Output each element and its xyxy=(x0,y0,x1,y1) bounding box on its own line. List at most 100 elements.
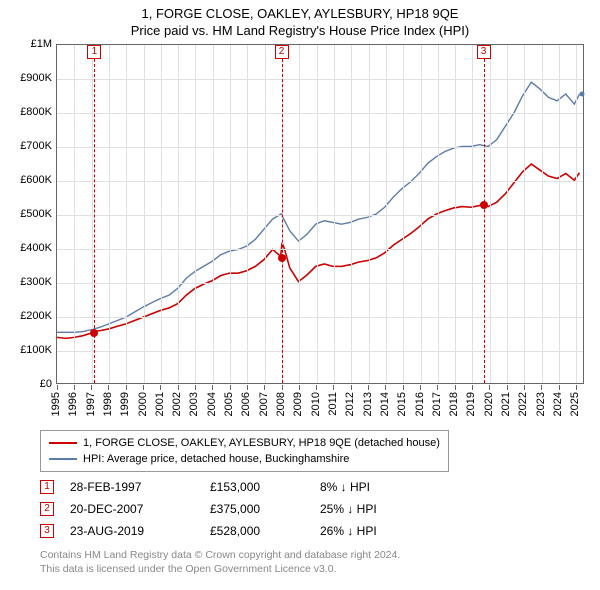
grid-v xyxy=(161,45,162,383)
grid-v xyxy=(351,45,352,383)
chart-area: 123 £0£100K£200K£300K£400K£500K£600K£700… xyxy=(8,44,592,420)
grid-v xyxy=(299,45,300,383)
x-tick xyxy=(126,385,127,390)
y-tick-label: £600K xyxy=(12,174,52,186)
x-tick xyxy=(230,385,231,390)
x-tick xyxy=(403,385,404,390)
x-tick-label: 2019 xyxy=(465,392,477,416)
x-tick-label: 2020 xyxy=(483,392,495,416)
grid-h xyxy=(57,147,583,148)
grid-v xyxy=(213,45,214,383)
x-tick xyxy=(91,385,92,390)
sale-diff: 25% ↓ HPI xyxy=(320,502,430,516)
sale-row: 128-FEB-1997£153,0008% ↓ HPI xyxy=(40,476,430,498)
grid-v xyxy=(144,45,145,383)
x-tick xyxy=(437,385,438,390)
footer: Contains HM Land Registry data © Crown c… xyxy=(40,548,590,576)
x-tick-label: 2004 xyxy=(206,392,218,416)
title-block: 1, FORGE CLOSE, OAKLEY, AYLESBURY, HP18 … xyxy=(0,0,600,38)
grid-v xyxy=(230,45,231,383)
sale-row: 220-DEC-2007£375,00025% ↓ HPI xyxy=(40,498,430,520)
grid-h xyxy=(57,249,583,250)
x-tick xyxy=(333,385,334,390)
x-tick xyxy=(524,385,525,390)
grid-h xyxy=(57,215,583,216)
x-tick-label: 2011 xyxy=(327,392,339,416)
grid-h xyxy=(57,317,583,318)
x-tick-label: 2010 xyxy=(310,392,322,416)
grid-v xyxy=(524,45,525,383)
x-tick xyxy=(576,385,577,390)
legend-label: HPI: Average price, detached house, Buck… xyxy=(83,453,349,465)
x-tick-label: 1997 xyxy=(85,392,97,416)
x-tick-label: 1996 xyxy=(67,392,79,416)
x-tick xyxy=(264,385,265,390)
x-tick-label: 2012 xyxy=(344,392,356,416)
y-tick-label: £400K xyxy=(12,242,52,254)
grid-v xyxy=(455,45,456,383)
x-tick xyxy=(559,385,560,390)
x-tick-label: 2009 xyxy=(292,392,304,416)
sale-marker-dot xyxy=(278,254,286,262)
x-tick-label: 2002 xyxy=(171,392,183,416)
sale-date: 23-AUG-2019 xyxy=(70,524,210,538)
grid-v xyxy=(507,45,508,383)
x-tick xyxy=(195,385,196,390)
x-tick-label: 2021 xyxy=(500,392,512,416)
y-tick-label: £100K xyxy=(12,344,52,356)
x-tick-label: 2024 xyxy=(552,392,564,416)
grid-v xyxy=(74,45,75,383)
sale-diff: 8% ↓ HPI xyxy=(320,480,430,494)
y-tick-label: £300K xyxy=(12,276,52,288)
x-tick xyxy=(472,385,473,390)
x-tick xyxy=(143,385,144,390)
grid-v xyxy=(559,45,560,383)
x-tick-label: 2015 xyxy=(396,392,408,416)
x-tick xyxy=(455,385,456,390)
y-tick-label: £200K xyxy=(12,310,52,322)
x-tick xyxy=(316,385,317,390)
marker-box: 2 xyxy=(275,45,289,59)
x-tick xyxy=(385,385,386,390)
x-tick-label: 2000 xyxy=(137,392,149,416)
sales-table: 128-FEB-1997£153,0008% ↓ HPI 2 20-DEC-2007… xyxy=(40,476,430,542)
footer-line2: This data is licensed under the Open Gov… xyxy=(40,562,590,576)
grid-v xyxy=(421,45,422,383)
sale-price: £153,000 xyxy=(210,480,320,494)
x-tick xyxy=(507,385,508,390)
x-tick-label: 1998 xyxy=(102,392,114,416)
sale-row-marker: 1 xyxy=(40,480,54,494)
title-address: 1, FORGE CLOSE, OAKLEY, AYLESBURY, HP18 … xyxy=(0,6,600,21)
grid-h xyxy=(57,113,583,114)
x-tick-label: 2022 xyxy=(517,392,529,416)
marker-box: 3 xyxy=(477,45,491,59)
sale-row: 323-AUG-2019£528,00026% ↓ HPI xyxy=(40,520,430,542)
grid-h xyxy=(57,181,583,182)
grid-v xyxy=(369,45,370,383)
marker-box: 1 xyxy=(87,45,101,59)
x-tick xyxy=(160,385,161,390)
grid-v xyxy=(386,45,387,383)
x-tick-label: 2017 xyxy=(431,392,443,416)
x-tick-label: 2005 xyxy=(223,392,235,416)
grid-v xyxy=(403,45,404,383)
grid-v xyxy=(126,45,127,383)
x-tick-label: 1995 xyxy=(50,392,62,416)
grid-v xyxy=(109,45,110,383)
footer-line1: Contains HM Land Registry data © Crown c… xyxy=(40,548,590,562)
grid-h xyxy=(57,351,583,352)
grid-v xyxy=(317,45,318,383)
x-tick xyxy=(74,385,75,390)
sale-row-marker: 2 xyxy=(40,502,54,516)
sale-date: 20-DEC-2007 xyxy=(70,502,210,516)
sale-row-marker: 3 xyxy=(40,524,54,538)
legend: 1, FORGE CLOSE, OAKLEY, AYLESBURY, HP18 … xyxy=(40,430,449,472)
grid-v xyxy=(542,45,543,383)
x-tick-label: 2001 xyxy=(154,392,166,416)
x-tick-label: 2007 xyxy=(258,392,270,416)
sale-price: £528,000 xyxy=(210,524,320,538)
title-subtitle: Price paid vs. HM Land Registry's House … xyxy=(0,23,600,38)
sale-marker-dot xyxy=(90,329,98,337)
sale-marker-dot xyxy=(480,201,488,209)
grid-v xyxy=(472,45,473,383)
